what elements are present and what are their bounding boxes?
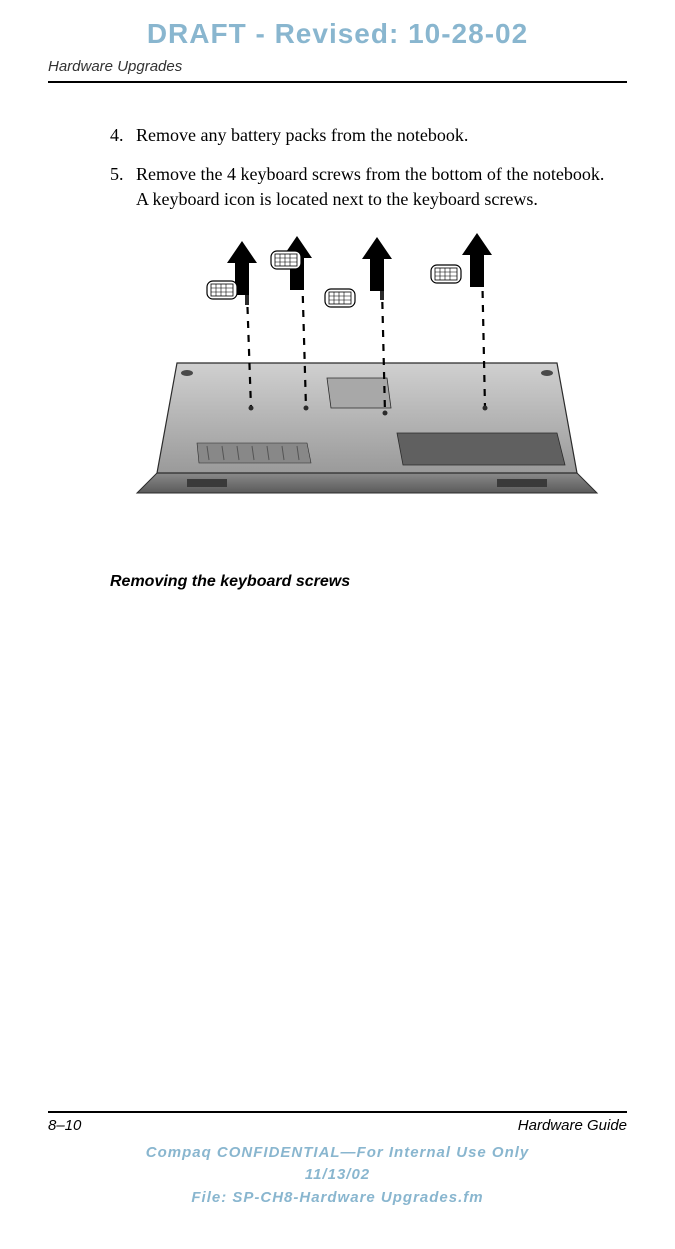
list-item: 4. Remove any battery packs from the not… <box>110 123 607 148</box>
list-number: 4. <box>110 123 132 148</box>
page-content: Hardware Upgrades 4. Remove any battery … <box>0 0 675 591</box>
list-text: Remove any battery packs from the notebo… <box>136 123 468 148</box>
instruction-list: 4. Remove any battery packs from the not… <box>48 123 627 213</box>
laptop-diagram <box>127 233 607 513</box>
guide-title: Hardware Guide <box>518 1117 627 1134</box>
header-rule <box>48 81 627 83</box>
list-number: 5. <box>110 162 132 212</box>
figure <box>48 233 627 513</box>
footer-meta: 8–10 Hardware Guide <box>48 1117 627 1134</box>
figure-caption: Removing the keyboard screws <box>48 573 627 591</box>
list-item: 5. Remove the 4 keyboard screws from the… <box>110 162 607 212</box>
confidential-line: 11/13/02 <box>48 1164 627 1187</box>
footer: 8–10 Hardware Guide Compaq CONFIDENTIAL—… <box>48 1111 627 1210</box>
list-text: Remove the 4 keyboard screws from the bo… <box>136 162 607 212</box>
draft-banner: DRAFT - Revised: 10-28-02 <box>0 0 675 50</box>
confidential-block: Compaq CONFIDENTIAL—For Internal Use Onl… <box>48 1142 627 1210</box>
footer-rule <box>48 1111 627 1113</box>
page-number: 8–10 <box>48 1117 81 1134</box>
confidential-line: Compaq CONFIDENTIAL—For Internal Use Onl… <box>48 1142 627 1165</box>
section-title: Hardware Upgrades <box>48 58 627 75</box>
confidential-line: File: SP-CH8-Hardware Upgrades.fm <box>48 1187 627 1210</box>
